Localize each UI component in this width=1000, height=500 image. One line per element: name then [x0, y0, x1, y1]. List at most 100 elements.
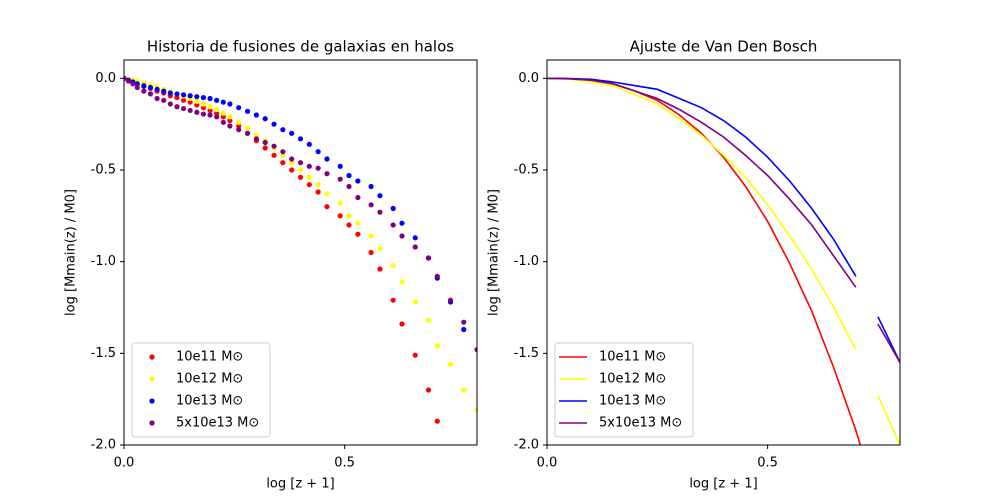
y-tick-label: -1.0 — [514, 254, 539, 269]
legend-label: 10e12 M⊙ — [176, 372, 243, 387]
data-point — [134, 84, 140, 91]
data-point — [355, 231, 361, 237]
data-point — [214, 114, 220, 120]
data-point — [355, 220, 361, 226]
data-point — [262, 116, 268, 122]
data-point — [154, 95, 160, 102]
x-tick-label: 0.0 — [114, 456, 135, 471]
data-line — [547, 77, 857, 351]
data-point — [289, 167, 295, 173]
data-point — [220, 99, 226, 105]
data-point — [194, 98, 200, 104]
x-tick-label: 0.5 — [757, 456, 778, 471]
data-point — [227, 117, 233, 124]
data-point — [161, 97, 167, 103]
data-point — [125, 78, 132, 84]
data-point — [399, 279, 405, 285]
y-tick-label: -1.5 — [514, 346, 539, 361]
data-point — [368, 202, 374, 208]
data-point — [271, 152, 277, 158]
data-point — [147, 84, 154, 91]
data-point — [289, 130, 295, 136]
data-point — [346, 222, 352, 228]
data-point — [315, 149, 321, 155]
data-point — [368, 183, 374, 190]
legend: 10e11 M⊙ 10e12 M⊙ 10e13 M⊙ 5x10e13 M⊙ — [554, 342, 694, 438]
data-point — [346, 172, 352, 179]
data-point — [236, 127, 242, 133]
data-point — [306, 174, 312, 180]
legend-label: 10e13 M⊙ — [599, 394, 666, 409]
data-point — [180, 97, 187, 103]
data-point — [346, 213, 352, 219]
data-point — [434, 273, 440, 279]
legend-marker — [149, 420, 155, 426]
data-point — [227, 123, 233, 129]
y-tick-label: 0.0 — [95, 71, 116, 86]
data-point — [355, 178, 361, 184]
data-point — [447, 297, 454, 303]
data-point — [244, 125, 251, 131]
y-axis-label: log [Mmain(z) / M0] — [487, 189, 502, 316]
data-point — [315, 182, 321, 188]
data-point — [236, 105, 242, 111]
legend-marker — [149, 398, 155, 404]
data-point — [141, 88, 147, 94]
y-tick-label: -1.0 — [91, 254, 116, 269]
data-point — [187, 107, 193, 114]
data-point — [461, 326, 467, 333]
data-point — [315, 165, 321, 171]
data-line — [877, 395, 900, 445]
legend: 10e11 M⊙ 10e12 M⊙ 10e13 M⊙ 5x10e13 M⊙ — [131, 342, 271, 438]
data-point — [207, 104, 213, 110]
data-point — [412, 299, 418, 305]
data-point — [220, 119, 226, 125]
data-point — [368, 249, 374, 256]
data-point — [220, 114, 226, 120]
data-point — [253, 136, 259, 142]
legend-label: 10e11 M⊙ — [176, 350, 243, 365]
data-point — [134, 81, 140, 87]
y-tick-label: -2.0 — [91, 438, 116, 453]
data-point — [297, 160, 304, 166]
data-point — [180, 105, 187, 112]
data-point — [154, 86, 160, 92]
y-tick-label: 0.0 — [518, 71, 539, 86]
data-point — [377, 246, 383, 252]
data-point — [306, 141, 312, 147]
data-point — [377, 266, 383, 272]
data-point — [390, 222, 396, 228]
data-point — [390, 205, 396, 212]
data-point — [174, 94, 180, 101]
data-point — [244, 108, 251, 114]
data-point — [220, 110, 226, 116]
data-point — [280, 127, 286, 133]
data-point — [200, 94, 207, 101]
data-point — [174, 91, 180, 97]
data-line — [547, 77, 857, 277]
subplot: Ajuste de Van Den Bosch log [z + 1] log [M… — [487, 38, 901, 492]
data-point — [253, 112, 259, 118]
data-point — [147, 91, 154, 97]
data-point — [324, 156, 330, 162]
data-point — [227, 114, 233, 120]
data-point — [346, 183, 352, 190]
data-point — [434, 343, 440, 349]
x-tick-label: 0.0 — [537, 456, 558, 471]
data-point — [141, 83, 147, 89]
legend-marker — [149, 376, 155, 382]
data-point — [368, 233, 374, 239]
data-point — [187, 99, 193, 105]
data-point — [130, 81, 136, 87]
data-point — [297, 167, 304, 173]
data-point — [425, 255, 432, 261]
x-axis-label: log [z + 1] — [266, 477, 334, 492]
data-point — [214, 110, 220, 116]
data-point — [214, 106, 220, 113]
data-point — [461, 319, 467, 325]
legend-label: 5x10e13 M⊙ — [176, 416, 259, 431]
data-point — [174, 104, 180, 110]
y-tick-label: -0.5 — [514, 163, 539, 178]
subplot: Historia de fusiones de galaxias en halo… — [64, 38, 478, 492]
data-point — [315, 189, 321, 195]
